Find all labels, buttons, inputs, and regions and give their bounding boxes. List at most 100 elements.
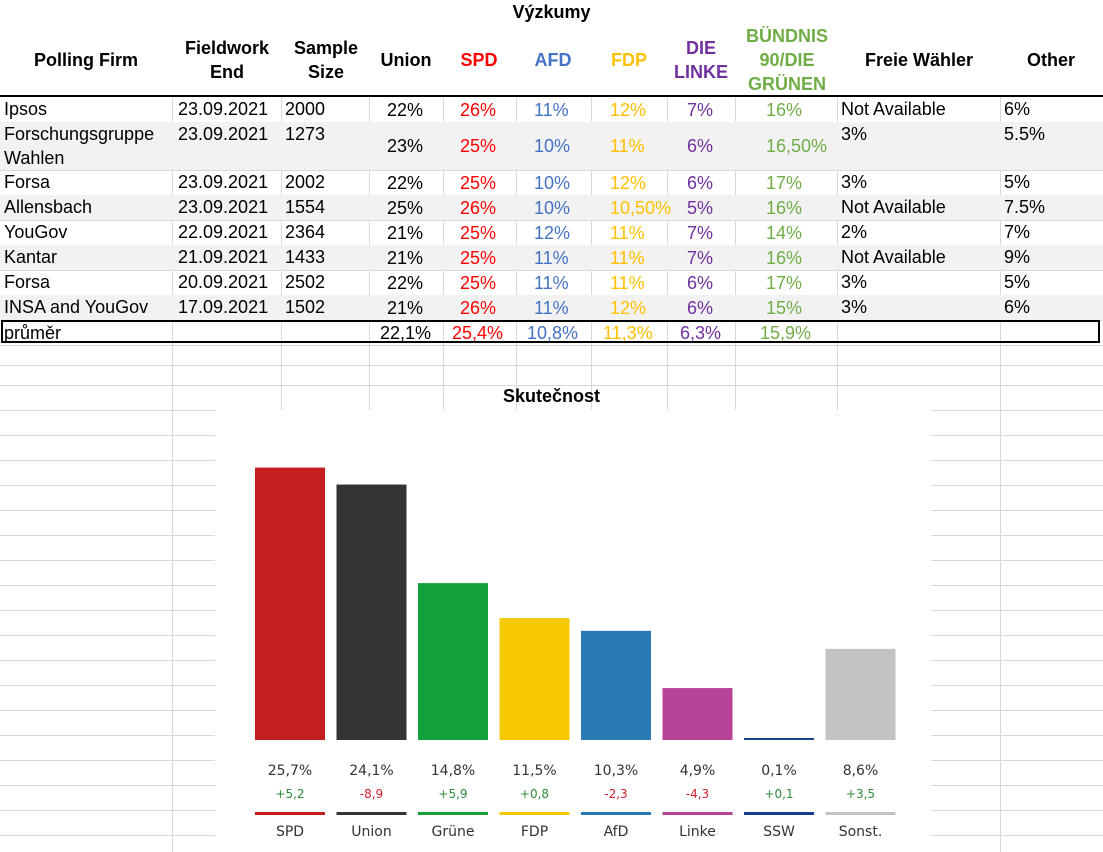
row-sample-size: 2000	[285, 99, 326, 119]
row-fdp: 11%	[610, 272, 645, 293]
average-linke: 6,3%	[680, 323, 722, 343]
row-linke: 6%	[687, 172, 714, 193]
value-label: 14,8%	[431, 763, 475, 779]
bar-ssw	[744, 738, 814, 740]
row-gruene: 16,50%	[766, 136, 828, 156]
value-label: 0,1%	[761, 763, 797, 779]
category-label: SPD	[276, 824, 304, 840]
row-union: 23%	[387, 136, 424, 156]
row-sample-size: 2364	[285, 222, 326, 242]
category-label: AfD	[604, 824, 629, 840]
legend-swatch	[825, 812, 896, 815]
row-fieldwork: 22.09.2021	[178, 222, 269, 242]
bar-linke	[662, 688, 733, 740]
row-afd: 12%	[534, 222, 571, 243]
average-row-border	[1, 320, 1100, 343]
average-spd: 25,4%	[452, 323, 504, 343]
row-freie-waehler: 3%	[841, 272, 868, 292]
row-afd: 11%	[534, 247, 569, 268]
row-union: 22%	[387, 172, 424, 193]
header-gruene: BÜNDNIS 90/DIE GRÜNEN	[745, 26, 828, 94]
results-bar-chart: 25,7% +5,2 SPD 24,1% -8,9 Union 14,8% +5,9 Grüne…	[255, 467, 896, 840]
bar-sonst	[825, 648, 896, 740]
header-fieldwork-end: Fieldwork End	[184, 38, 269, 82]
row-fdp: 10,50%	[610, 197, 672, 218]
row-sample-size: 1554	[285, 197, 326, 217]
row-sample-size: 2002	[285, 172, 326, 192]
change-label: +0,8	[520, 787, 549, 801]
bar-fdp	[499, 618, 570, 740]
row-fieldwork: 20.09.2021	[178, 272, 269, 292]
legend-swatch	[418, 812, 488, 815]
category-label: Sonst.	[839, 824, 883, 840]
row-freie-waehler: 3%	[841, 297, 868, 317]
row-union: 22%	[387, 272, 424, 293]
row-other: 9%	[1004, 247, 1031, 267]
row-linke: 6%	[687, 272, 714, 293]
value-label: 8,6%	[843, 763, 879, 779]
category-label: Union	[351, 824, 391, 840]
value-label: 4,9%	[680, 763, 716, 779]
row-linke: 6%	[687, 136, 714, 156]
row-polling-firm: INSA and YouGov	[4, 297, 149, 317]
row-other: 7.5%	[1004, 197, 1046, 217]
legend-swatch	[744, 812, 814, 815]
row-linke: 7%	[687, 222, 714, 243]
bar-union	[336, 484, 407, 740]
value-label: 10,3%	[594, 763, 638, 779]
row-freie-waehler: Not Available	[841, 99, 946, 119]
row-gruene: 17%	[766, 272, 803, 293]
row-union: 21%	[387, 247, 424, 268]
row-polling-firm: Ipsos	[4, 99, 48, 119]
row-spd: 25%	[460, 222, 497, 243]
legend-swatch	[336, 812, 407, 815]
row-other: 5%	[1004, 272, 1031, 292]
row-fdp: 11%	[610, 136, 645, 156]
row-fdp: 12%	[610, 99, 647, 120]
average-fdp: 11,3%	[603, 323, 653, 343]
table-row	[0, 122, 1103, 170]
header-freie-waehler: Freie Wähler	[864, 50, 974, 70]
row-sample-size: 1433	[285, 247, 326, 267]
row-other: 5.5%	[1004, 124, 1046, 144]
table-row	[0, 195, 1103, 220]
row-other: 6%	[1004, 99, 1031, 119]
row-sample-size: 2502	[285, 272, 326, 292]
row-polling-firm: Forsa	[4, 172, 51, 192]
row-gruene: 15%	[766, 297, 803, 318]
row-fieldwork: 17.09.2021	[178, 297, 269, 317]
header-other: Other	[1026, 50, 1075, 70]
row-fdp: 11%	[610, 247, 645, 268]
row-polling-firm: Kantar	[4, 247, 58, 267]
row-freie-waehler: 2%	[841, 222, 868, 242]
row-afd: 11%	[534, 297, 569, 318]
legend-swatch	[499, 812, 570, 815]
category-label: Linke	[679, 824, 716, 840]
change-label: +5,9	[438, 787, 467, 801]
row-other: 5%	[1004, 172, 1031, 192]
row-freie-waehler: 3%	[841, 124, 868, 144]
row-fieldwork: 21.09.2021	[178, 247, 269, 267]
row-fieldwork: 23.09.2021	[178, 124, 269, 144]
row-fdp: 11%	[610, 222, 645, 243]
header-spd: SPD	[460, 50, 498, 70]
row-spd: 25%	[460, 272, 497, 293]
value-label: 25,7%	[268, 763, 312, 779]
row-spd: 25%	[460, 172, 497, 193]
category-label: FDP	[521, 824, 548, 840]
header-polling-firm: Polling Firm	[33, 50, 138, 70]
header-die-linke: DIE LINKE	[674, 38, 728, 82]
row-linke: 5%	[687, 197, 714, 218]
row-freie-waehler: Not Available	[841, 197, 946, 217]
header-underline	[0, 95, 1103, 97]
row-linke: 7%	[687, 247, 714, 268]
bar-afd	[581, 630, 651, 740]
row-fdp: 12%	[610, 297, 647, 318]
row-afd: 10%	[534, 136, 571, 156]
row-fdp: 12%	[610, 172, 647, 193]
table-row	[0, 245, 1103, 270]
bar-grüne	[418, 583, 488, 740]
row-fieldwork: 23.09.2021	[178, 99, 269, 119]
row-union: 25%	[387, 197, 424, 218]
row-spd: 25%	[460, 247, 497, 268]
